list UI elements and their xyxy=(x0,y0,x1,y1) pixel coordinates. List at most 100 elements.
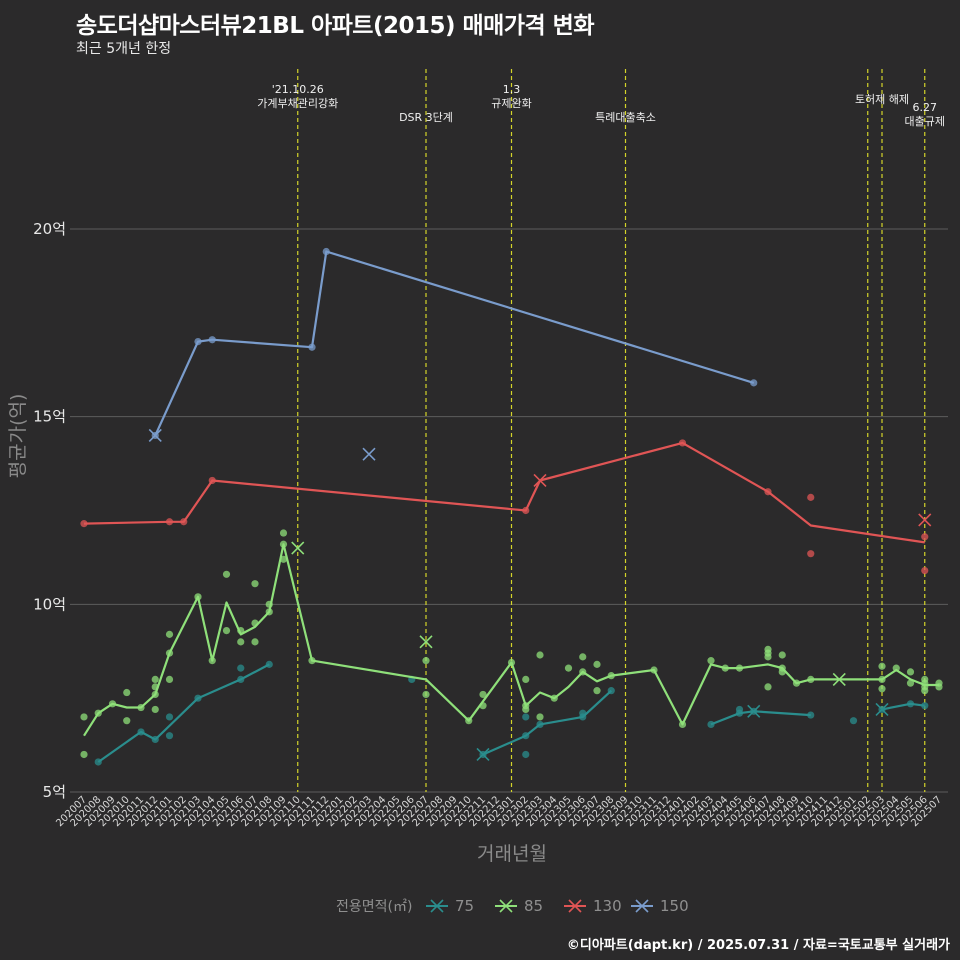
chart-title: 송도더샵마스터뷰21BL 아파트(2015) 매매가격 변화 xyxy=(76,13,594,39)
data-point xyxy=(522,506,530,515)
data-point xyxy=(707,720,715,729)
series-130 xyxy=(80,439,932,575)
x-axis-ticks: 2020072020082020092020102020112020122021… xyxy=(54,794,944,829)
y-tick-label: 5억 xyxy=(43,783,66,801)
data-point xyxy=(906,700,915,708)
legend-cross xyxy=(430,899,444,913)
data-point xyxy=(251,638,259,646)
data-point xyxy=(650,666,658,674)
data-point xyxy=(522,713,530,721)
data-point xyxy=(522,675,530,684)
data-point xyxy=(94,709,102,717)
cross-marker xyxy=(918,513,932,527)
data-point xyxy=(94,758,102,766)
cross-stroke xyxy=(533,473,547,488)
data-point xyxy=(678,439,687,447)
data-point xyxy=(593,687,601,695)
y-axis-title: 평균가(억) xyxy=(7,394,29,479)
data-point xyxy=(251,580,259,588)
data-point xyxy=(892,664,900,672)
y-tick-label: 15억 xyxy=(33,408,66,426)
cross-marker xyxy=(362,447,376,461)
cross-marker xyxy=(533,473,547,488)
data-point xyxy=(308,343,316,351)
data-point xyxy=(222,570,231,578)
data-point xyxy=(123,688,131,697)
event-label: 6.27 xyxy=(913,101,938,114)
data-point xyxy=(750,379,758,387)
legend-label: 85 xyxy=(524,897,543,915)
cross-marker xyxy=(291,541,305,555)
data-point xyxy=(165,732,174,740)
data-point xyxy=(778,668,786,676)
data-point xyxy=(265,660,273,668)
data-point xyxy=(735,705,744,714)
data-point xyxy=(778,651,786,659)
data-point xyxy=(607,687,615,695)
series-85 xyxy=(80,529,943,759)
series-150 xyxy=(148,247,758,461)
chart-caption: ©디아파트(dapt.kr) / 2025.07.31 / 자료=국토교통부 실… xyxy=(566,938,950,953)
data-point xyxy=(878,675,886,684)
data-point xyxy=(792,679,801,687)
y-axis-ticks: 5억 10억 15억 20억 xyxy=(33,220,66,801)
cross-stroke xyxy=(362,447,376,461)
data-point xyxy=(607,672,615,680)
cross-stroke xyxy=(918,513,932,527)
data-point xyxy=(151,705,159,714)
data-point xyxy=(308,657,316,665)
data-point xyxy=(764,488,772,496)
data-point xyxy=(123,717,131,725)
data-point xyxy=(807,493,815,501)
data-point xyxy=(579,668,587,676)
data-point xyxy=(479,702,487,710)
data-point xyxy=(522,732,530,740)
data-point xyxy=(165,713,174,721)
data-point xyxy=(208,476,216,485)
data-point xyxy=(165,649,174,657)
series-group xyxy=(80,247,943,766)
data-point xyxy=(807,711,815,719)
data-point xyxy=(878,685,886,693)
cross-stroke xyxy=(875,702,889,716)
data-point xyxy=(721,664,729,672)
data-point xyxy=(265,600,273,608)
data-point xyxy=(935,683,943,691)
data-point xyxy=(137,728,145,736)
data-point xyxy=(279,555,288,563)
legend-item-130: 130 xyxy=(564,897,622,915)
data-point xyxy=(108,700,117,708)
data-point xyxy=(180,518,188,526)
x-axis-title: 거래년월 xyxy=(477,843,547,865)
data-point xyxy=(151,675,159,684)
data-point xyxy=(422,690,430,699)
data-point xyxy=(465,717,473,725)
data-point xyxy=(251,619,259,627)
data-point xyxy=(222,627,231,635)
y-tick-label: 10억 xyxy=(33,595,66,613)
data-point xyxy=(194,338,202,346)
data-point xyxy=(279,540,288,548)
data-point xyxy=(921,533,929,541)
data-point xyxy=(764,653,772,661)
cross-marker xyxy=(832,672,846,686)
data-point xyxy=(208,657,216,665)
data-point xyxy=(536,720,544,729)
data-point xyxy=(906,668,915,676)
cross-stroke xyxy=(148,428,162,442)
data-point xyxy=(522,750,530,759)
legend: 전용면적(㎡) 75 85 130 150 xyxy=(336,897,689,915)
cross-stroke xyxy=(747,704,761,718)
event-label: 1.3 xyxy=(503,83,521,96)
cross-stroke xyxy=(832,672,846,686)
data-point xyxy=(579,653,587,661)
data-point xyxy=(921,702,929,710)
data-point xyxy=(165,518,174,526)
data-point xyxy=(735,664,744,672)
cross-marker xyxy=(148,428,162,442)
legend-label: 75 xyxy=(455,897,474,915)
series-line xyxy=(881,702,925,711)
legend-label: 130 xyxy=(593,897,622,915)
data-point xyxy=(593,660,601,668)
